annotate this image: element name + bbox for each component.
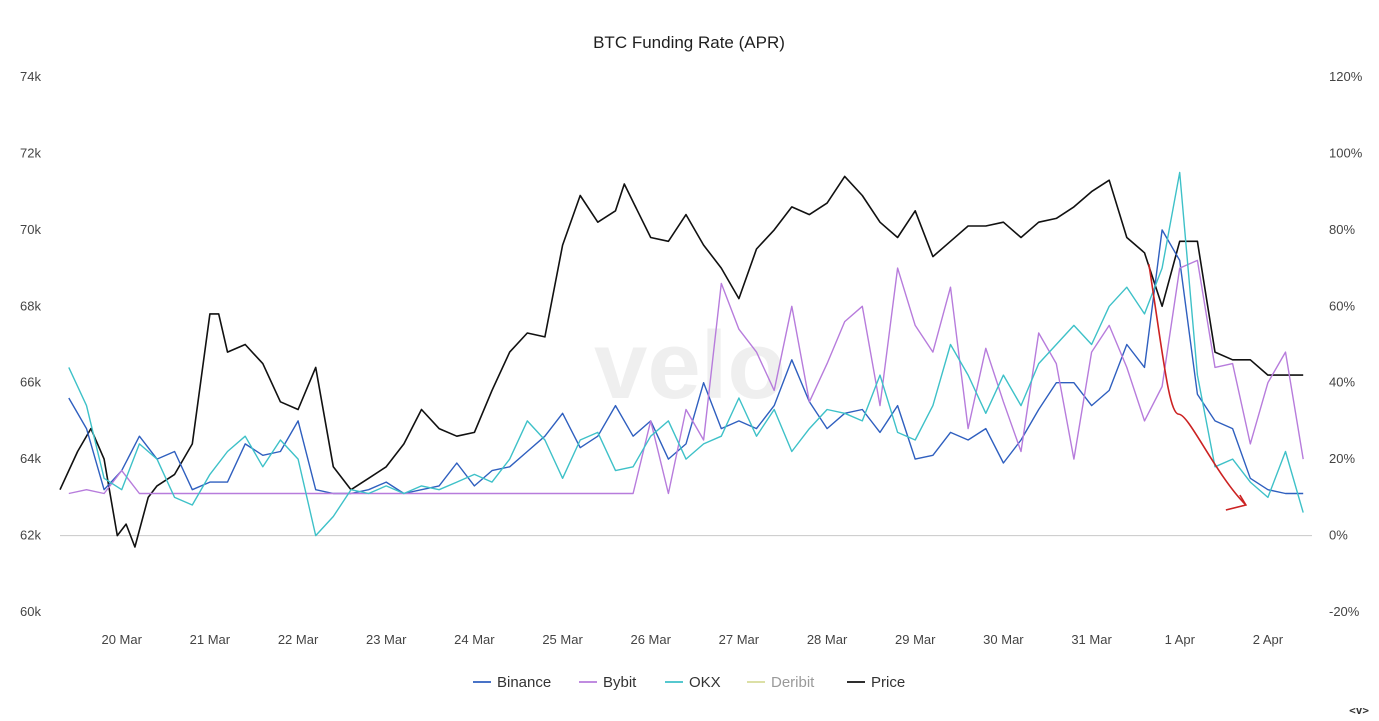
legend-label: Binance [497, 674, 551, 691]
y-left-tick-label: 62k [20, 528, 41, 543]
y-left-tick-label: 66k [20, 375, 41, 390]
x-tick-label: 20 Mar [101, 632, 142, 647]
y-left-tick-label: 72k [20, 145, 41, 160]
legend-item-binance[interactable]: Binance [473, 674, 551, 691]
x-tick-label: 2 Apr [1253, 632, 1284, 647]
y-right-tick-label: 40% [1329, 375, 1355, 390]
y-left-tick-label: 70k [20, 222, 41, 237]
y-left-tick-label: 60k [20, 604, 41, 619]
series-line-binance [68, 229, 1304, 495]
legend-item-deribit[interactable]: Deribit [747, 674, 815, 691]
x-tick-label: 29 Mar [895, 632, 936, 647]
series-lines [59, 171, 1304, 548]
x-axis: 20 Mar 21 Mar 22 Mar 23 Mar 24 Mar 25 Mar 26 M… [101, 632, 1283, 647]
y-right-tick-label: 100% [1329, 145, 1363, 160]
x-tick-label: 30 Mar [983, 632, 1024, 647]
y-axis-right: 120% 100% 80% 60% 40% 20% 0% -20% [1329, 69, 1363, 619]
y-right-tick-label: 20% [1329, 451, 1355, 466]
x-tick-label: 28 Mar [807, 632, 848, 647]
y-axis-left: 74k 72k 70k 68k 66k 64k 62k 60k [20, 69, 41, 619]
chart-title: BTC Funding Rate (APR) [593, 33, 785, 52]
expand-chevrons-icon[interactable]: <v> [1349, 704, 1369, 717]
annotation-arrow-shaft [1148, 264, 1247, 506]
y-left-tick-label: 64k [20, 451, 41, 466]
x-tick-label: 23 Mar [366, 632, 407, 647]
legend[interactable]: Binance Bybit OKX Deribit Price [473, 674, 905, 691]
x-tick-label: 31 Mar [1071, 632, 1112, 647]
y-right-tick-label: 80% [1329, 222, 1355, 237]
y-right-tick-label: 60% [1329, 298, 1355, 313]
y-right-tick-label: 0% [1329, 528, 1348, 543]
y-right-tick-label: -20% [1329, 604, 1360, 619]
annotation-arrow-head [1225, 494, 1248, 511]
x-tick-label: 27 Mar [719, 632, 760, 647]
legend-label: Bybit [603, 674, 637, 691]
legend-label: Deribit [771, 674, 815, 691]
annotation-arrow [1148, 264, 1248, 511]
x-tick-label: 25 Mar [542, 632, 583, 647]
x-tick-label: 26 Mar [630, 632, 671, 647]
series-line-okx [68, 171, 1304, 537]
legend-label: OKX [689, 674, 721, 691]
y-right-tick-label: 120% [1329, 69, 1363, 84]
x-tick-label: 21 Mar [190, 632, 231, 647]
y-left-tick-label: 68k [20, 298, 41, 313]
watermark: velo [594, 312, 786, 419]
legend-label: Price [871, 674, 905, 691]
y-left-tick-label: 74k [20, 69, 41, 84]
legend-item-okx[interactable]: OKX [665, 674, 721, 691]
x-tick-label: 22 Mar [278, 632, 319, 647]
series-line-bybit [68, 259, 1304, 495]
x-tick-label: 24 Mar [454, 632, 495, 647]
x-tick-label: 1 Apr [1165, 632, 1196, 647]
series-line-price [59, 175, 1304, 548]
legend-item-bybit[interactable]: Bybit [579, 674, 637, 691]
legend-item-price[interactable]: Price [847, 674, 905, 691]
